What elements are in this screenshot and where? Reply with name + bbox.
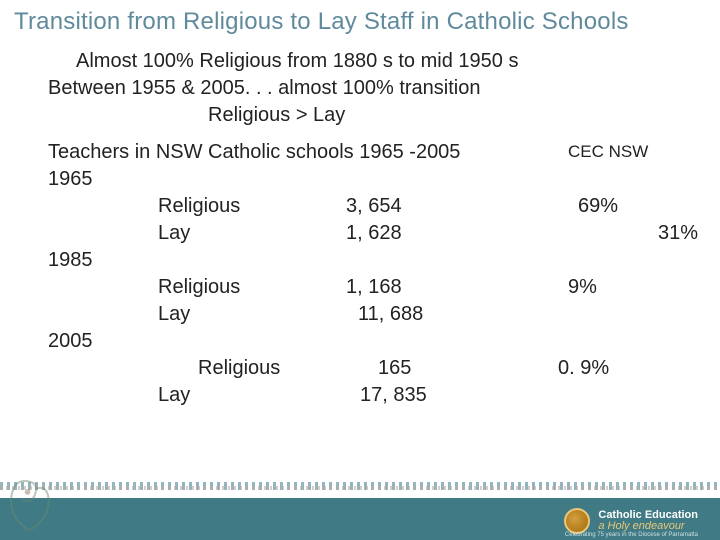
percent-label: 69% [578, 193, 618, 220]
subtitle-row: Teachers in NSW Catholic schools 1965 -2… [48, 139, 720, 166]
value-label: 11, 688 [358, 301, 423, 328]
logo-mark-icon [564, 508, 590, 534]
logo-tagline: Celebrating 75 years in the Diocese of P… [565, 532, 698, 538]
flourish-icon [0, 464, 64, 534]
category-label: Religious [158, 193, 240, 220]
value-label: 165 [378, 355, 411, 382]
category-label: Lay [158, 301, 190, 328]
logo-text: Catholic Education a Holy endeavour [598, 510, 698, 532]
logo: Catholic Education a Holy endeavour [564, 508, 698, 534]
intro-line-1: Almost 100% Religious from 1880 s to mid… [48, 48, 720, 75]
value-label: 3, 654 [346, 193, 402, 220]
value-label: 17, 835 [360, 382, 427, 409]
percent-label: 0. 9% [558, 355, 609, 382]
intro-line-2: Between 1955 & 2005. . . almost 100% tra… [48, 75, 720, 102]
row-1965-lay: Lay 1, 628 31% [48, 220, 720, 247]
value-label: 1, 628 [346, 220, 402, 247]
year-1965: 1965 [48, 166, 720, 193]
dotted-border-icon [0, 482, 720, 490]
category-label: Lay [158, 382, 190, 409]
intro-line-3: Religious > Lay [48, 102, 720, 129]
category-label: Lay [158, 220, 190, 247]
logo-line-2: a Holy endeavour [598, 521, 698, 532]
subtitle: Teachers in NSW Catholic schools 1965 -2… [48, 141, 460, 163]
percent-label: 31% [658, 220, 698, 247]
source-label: CEC NSW [568, 141, 648, 164]
value-label: 1, 168 [346, 274, 402, 301]
percent-label: 9% [568, 274, 597, 301]
year-1985: 1985 [48, 247, 720, 274]
content-block: Almost 100% Religious from 1880 s to mid… [0, 36, 720, 409]
year-2005: 2005 [48, 328, 720, 355]
category-label: Religious [198, 355, 280, 382]
footer: Catholic Education a Holy endeavour Cele… [0, 482, 720, 540]
row-1985-lay: Lay 11, 688 91 [48, 301, 720, 328]
page-title: Transition from Religious to Lay Staff i… [0, 0, 720, 36]
data-block: 1965 Religious 3, 654 69% Lay 1, 628 31%… [48, 166, 720, 409]
intro-block: Almost 100% Religious from 1880 s to mid… [48, 48, 720, 129]
row-1985-religious: Religious 1, 168 9% [48, 274, 720, 301]
row-2005-religious: Religious 165 0. 9% [48, 355, 720, 382]
row-2005-lay: Lay 17, 835 [48, 382, 720, 409]
row-1965-religious: Religious 3, 654 69% [48, 193, 720, 220]
category-label: Religious [158, 274, 240, 301]
